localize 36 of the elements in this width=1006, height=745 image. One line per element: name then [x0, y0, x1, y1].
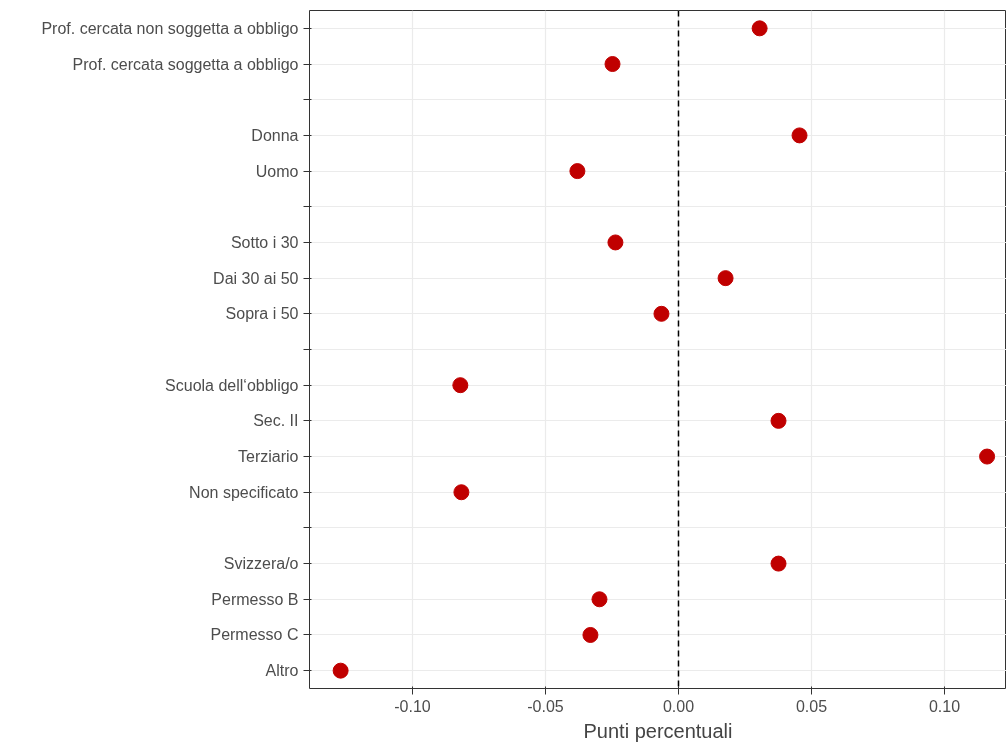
x-tick-label: 0.00 — [662, 697, 695, 715]
y-tick-label: Permesso B — [211, 590, 299, 608]
y-tick-label: Uomo — [255, 162, 299, 180]
x-tick-label: -0.05 — [527, 697, 564, 715]
point — [607, 234, 624, 251]
point — [770, 412, 787, 429]
y-tick-label: Sopra i 50 — [225, 305, 299, 323]
y-tick-label: Altro — [265, 662, 299, 680]
y-tick-label: Prof. cercata soggetta a obbligo — [72, 55, 299, 73]
point — [582, 626, 599, 643]
x-tick-label: 0.10 — [928, 697, 961, 715]
point — [770, 555, 787, 572]
point — [569, 163, 586, 180]
point — [717, 270, 734, 287]
y-tick-label: Prof. cercata non soggetta a obbligo — [41, 19, 299, 37]
point — [653, 305, 670, 322]
y-tick-label: Permesso C — [210, 626, 299, 644]
y-tick-label: Sec. II — [253, 412, 299, 430]
point — [751, 20, 768, 37]
y-tick-label: Terziario — [238, 448, 299, 466]
x-tick-label: -0.10 — [394, 697, 431, 715]
point — [332, 662, 349, 679]
y-tick-label: Dai 30 ai 50 — [213, 269, 299, 287]
y-tick-label: Donna — [251, 126, 299, 144]
point — [453, 484, 470, 501]
x-axis-title: Punti percentuali — [583, 719, 733, 742]
y-tick-label: Sotto i 30 — [230, 233, 299, 251]
y-tick-label: Non specificato — [189, 483, 299, 501]
point — [452, 377, 469, 394]
y-tick-label: Scuola dell‘obbligo — [165, 376, 299, 394]
x-tick-label: 0.05 — [795, 697, 828, 715]
point — [979, 448, 996, 465]
point — [791, 127, 808, 144]
y-tick-label: Svizzera/o — [223, 555, 299, 573]
point — [604, 56, 621, 73]
point — [591, 591, 608, 608]
